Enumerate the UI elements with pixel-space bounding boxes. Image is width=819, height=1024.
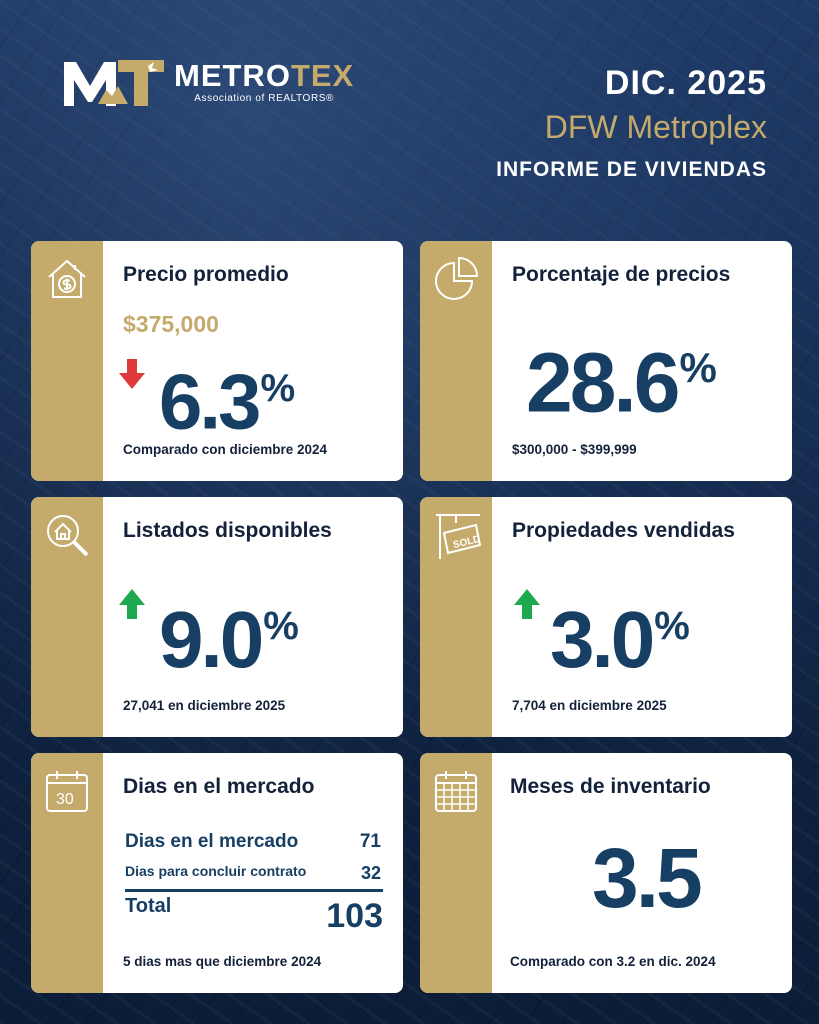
- dom-row-total: Total 103: [125, 895, 383, 935]
- dom-total-label: Total: [125, 895, 172, 917]
- card-note: Comparado con 3.2 en dic. 2024: [510, 954, 716, 969]
- dom-row-days: Dias en el mercado 71: [125, 831, 381, 853]
- months-inventory-value: 3.5: [592, 831, 703, 925]
- house-dollar-icon: [43, 255, 91, 303]
- card-strip: [420, 753, 492, 993]
- card-closed-sales: SOLD Propiedades vendidas 3.0% 7,704 en …: [420, 497, 792, 737]
- card-note: 5 dias mas que diciembre 2024: [123, 954, 322, 969]
- closed-sales-change: 3.0%: [550, 595, 690, 684]
- dom-row-value: 71: [359, 831, 381, 852]
- sold-sign-icon: SOLD: [432, 511, 482, 559]
- card-months-inventory: Meses de inventario 3.5 Comparado con 3.…: [420, 753, 792, 993]
- card-note: $300,000 - $399,999: [512, 442, 637, 457]
- card-title: Precio promedio: [123, 263, 289, 286]
- average-price-change: 6.3%: [159, 357, 296, 446]
- card-note: 27,041 en diciembre 2025: [123, 698, 286, 713]
- card-strip: [31, 753, 103, 993]
- trend-up-arrow-icon: [514, 589, 540, 619]
- dom-row-label: Dias para concluir contrato: [125, 863, 307, 879]
- total-divider: [125, 889, 383, 892]
- card-days-on-market: 30 Dias en el mercado Dias en el mercado…: [31, 753, 403, 993]
- calendar-30-icon: 30: [43, 767, 91, 815]
- logo-name: METROTEX: [174, 58, 355, 93]
- card-strip: [420, 497, 492, 737]
- card-title: Listados disponibles: [123, 519, 332, 542]
- report-heading: DIC. 2025 DFW Metroplex INFORME DE VIVIE…: [496, 64, 767, 182]
- dom-row-contract: Dias para concluir contrato 32: [125, 863, 381, 884]
- average-price-value: $375,000: [123, 311, 219, 337]
- trend-down-arrow-icon: [119, 359, 145, 389]
- card-price-percentage: Porcentaje de precios 28.6% $300,000 - $…: [420, 241, 792, 481]
- calendar-grid-icon: [432, 767, 480, 815]
- card-title: Porcentaje de precios: [512, 263, 731, 286]
- card-active-listings: Listados disponibles 9.0% 27,041 en dici…: [31, 497, 403, 737]
- listings-change: 9.0%: [159, 595, 299, 684]
- card-strip: [31, 497, 103, 737]
- pie-chart-icon: [432, 255, 480, 303]
- dom-total-value: 103: [326, 897, 383, 935]
- card-note: 7,704 en diciembre 2025: [512, 698, 667, 713]
- dom-row-value: 32: [360, 863, 381, 883]
- card-average-price: Precio promedio $375,000 6.3% Comparado …: [31, 241, 403, 481]
- card-title: Meses de inventario: [510, 775, 711, 798]
- logo-subtitle: Association of REALTORS®: [194, 93, 334, 104]
- card-title: Dias en el mercado: [123, 775, 315, 798]
- card-title: Propiedades vendidas: [512, 519, 735, 542]
- report-region: DFW Metroplex: [544, 109, 767, 145]
- dom-row-label: Dias en el mercado: [125, 831, 299, 852]
- metrotex-logo: METROTEX Association of REALTORS®: [62, 56, 354, 108]
- card-note: Comparado con diciembre 2024: [123, 442, 328, 457]
- logo-mark: [62, 56, 166, 108]
- report-date: DIC. 2025: [604, 64, 767, 102]
- report-title: INFORME DE VIVIENDAS: [496, 158, 767, 181]
- price-percentage-value: 28.6%: [526, 335, 717, 430]
- trend-up-arrow-icon: [119, 589, 145, 619]
- magnifier-house-icon: [43, 511, 91, 559]
- svg-text:30: 30: [56, 791, 74, 808]
